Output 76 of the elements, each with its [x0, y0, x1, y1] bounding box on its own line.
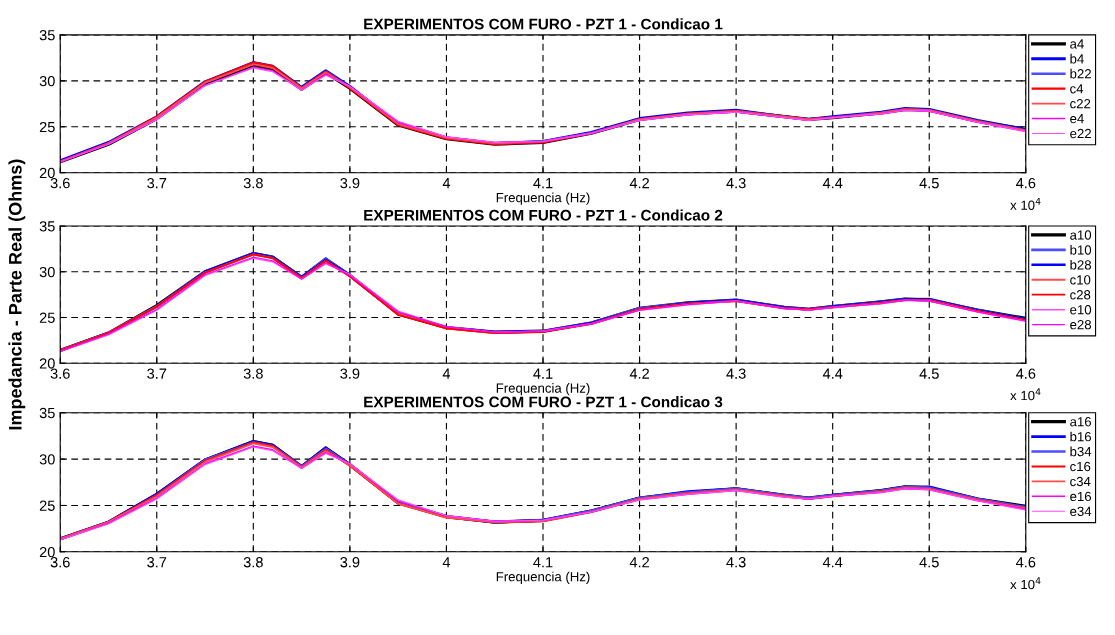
- legend-label: c4: [1070, 84, 1084, 94]
- x-tick-label: 4.5: [919, 178, 939, 189]
- x-tick-label: 3.6: [50, 177, 70, 189]
- x-tick-label: 4.5: [919, 368, 939, 379]
- chart-title: EXPERIMENTOS COM FURO - PZT 1 - Condicao 2: [364, 209, 723, 221]
- x-tick-label: 3.7: [147, 368, 167, 379]
- x-tick-label: 4.2: [629, 557, 649, 568]
- y-tick-label: 20: [39, 546, 55, 558]
- text: b10: [1070, 244, 1092, 255]
- y-tick-label: 25: [39, 121, 55, 133]
- x-tick-label: 3.6: [50, 368, 70, 379]
- y-tick-label: 20: [39, 358, 55, 369]
- x-tick-label: 3.6: [50, 557, 70, 568]
- x-tick-label: 3.7: [147, 177, 167, 189]
- y-tick-label: 30: [39, 266, 55, 278]
- y-tick-label: 25: [39, 500, 55, 511]
- legend-label: b22: [1070, 68, 1091, 79]
- x-tick-label: 3.7: [147, 557, 167, 568]
- x-tick-label: 3.9: [340, 557, 360, 568]
- chart-title: EXPERIMENTOS COM FURO - PZT 1 - Condicao 3: [364, 396, 723, 408]
- legend-label: c22: [1070, 98, 1091, 109]
- x-axis-title: Frequencia (Hz): [496, 571, 590, 584]
- y-tick-label: 25: [39, 312, 55, 323]
- x-tick-label: 4: [442, 557, 451, 568]
- y-tick-label: 35: [39, 407, 55, 419]
- text: a10: [1070, 230, 1092, 240]
- legend-label: c34: [1070, 476, 1091, 487]
- text: x 10$^{4}$: [1010, 577, 1041, 590]
- legend-label: c16: [1070, 461, 1091, 472]
- legend-label: b4: [1070, 53, 1084, 64]
- y-tick-label: 20: [39, 167, 55, 179]
- x-tick-label: 4.3: [726, 557, 746, 568]
- x-tick-label: 3.8: [243, 557, 263, 568]
- x-axis-title: Frequencia (Hz): [496, 383, 590, 396]
- y-tick-label: 35: [39, 221, 55, 232]
- y-axis-title: Impedancia - Parte Real (Ohms): [8, 159, 26, 430]
- x-tick-label: 4.4: [822, 178, 843, 189]
- x-tick-label: 4.6: [1016, 177, 1036, 189]
- y-tick-label: 30: [39, 454, 55, 465]
- text: b16: [1070, 431, 1092, 442]
- x-tick-label: 4.3: [726, 177, 746, 189]
- x-tick-label: 4.1: [533, 178, 553, 189]
- text: b28: [1070, 259, 1092, 270]
- x-tick-label: 4.2: [629, 368, 649, 379]
- text: x 10$^{4}$: [1010, 388, 1041, 401]
- legend-label: c10: [1070, 275, 1091, 285]
- x-tick-label: 3.8: [243, 368, 263, 379]
- x-tick-label: 4.5: [919, 557, 939, 568]
- x-tick-label: 4.4: [822, 557, 843, 568]
- y-tick-label: 30: [39, 75, 55, 87]
- x-tick-label: 4.6: [1016, 557, 1036, 568]
- legend-label: e22: [1070, 128, 1091, 139]
- x-axis-title: Frequencia (Hz): [496, 192, 590, 205]
- x-tick-label: 4.2: [629, 177, 649, 189]
- text: b34: [1070, 446, 1092, 457]
- legend-label: e34: [1070, 506, 1092, 517]
- x-tick-label: 4.4: [822, 368, 843, 379]
- x-tick-label: 4.3: [726, 368, 746, 379]
- x-tick-label: 4.1: [533, 368, 553, 379]
- legend-label: a4: [1070, 39, 1084, 49]
- chart-title: EXPERIMENTOS COM FURO - PZT 1 - Condicao 1: [364, 18, 723, 30]
- legend-label: e28: [1070, 320, 1092, 330]
- text: x 10$^{4}$: [1010, 197, 1041, 210]
- legend-label: e4: [1070, 114, 1084, 124]
- legend-label: c28: [1070, 290, 1091, 300]
- y-tick-label: 35: [39, 30, 55, 41]
- x-tick-label: 3.9: [340, 177, 360, 189]
- x-tick-label: 3.9: [340, 368, 360, 379]
- x-tick-label: 4.1: [533, 557, 553, 568]
- x-tick-label: 3.8: [243, 177, 263, 189]
- x-tick-label: 4.6: [1016, 368, 1036, 379]
- legend-label: e10: [1070, 305, 1092, 315]
- legend-label: e16: [1070, 491, 1092, 502]
- x-tick-label: 4: [442, 368, 451, 379]
- x-tick-label: 4: [442, 178, 451, 189]
- text: a16: [1070, 417, 1092, 427]
